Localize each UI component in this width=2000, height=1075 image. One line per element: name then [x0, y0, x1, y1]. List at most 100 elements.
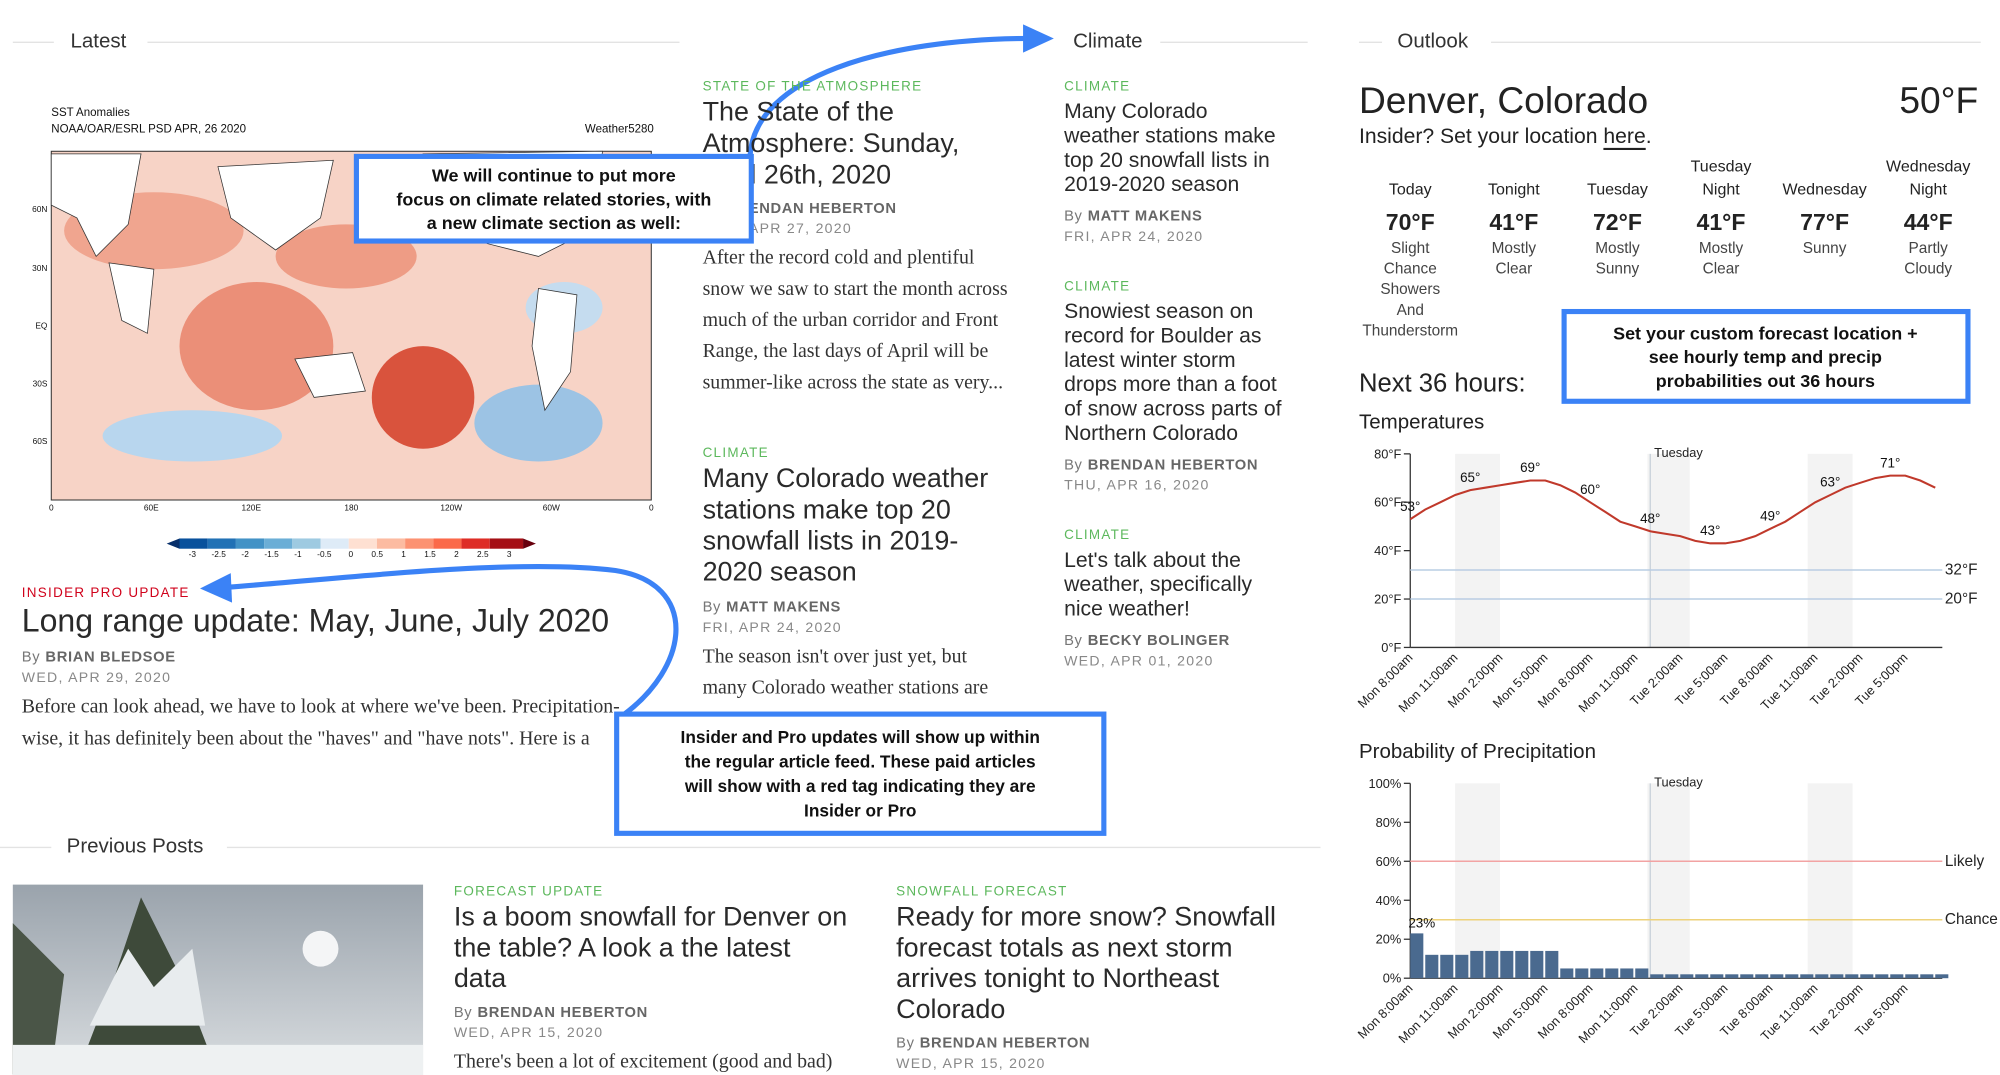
article-excerpt: Before can look ahead, we have to look a…	[22, 695, 620, 717]
section-title: Previous Posts	[67, 835, 204, 858]
article-tag: STATE OF THE ATMOSPHERE	[703, 78, 923, 93]
author: MATT MAKENS	[726, 600, 841, 616]
day-marker-label: Tuesday	[1654, 775, 1703, 790]
scale-label: -1.5	[264, 549, 279, 559]
byline: By BRENDAN HEBERTON	[1064, 457, 1258, 473]
article-title: Let's talk about the	[1064, 549, 1241, 572]
callout-text: a new climate section as well:	[427, 213, 681, 233]
article-tag: CLIMATE	[1064, 78, 1130, 93]
article-excerpt: wise, it has definitely been about the "…	[22, 727, 590, 749]
scale-label: 2	[454, 549, 459, 559]
period-condition: Mostly	[1595, 240, 1640, 257]
precip-bar	[1530, 950, 1544, 979]
byline: By BECKY BOLINGER	[1064, 633, 1230, 649]
precip-bar	[1440, 954, 1454, 979]
precip-bar	[1875, 974, 1889, 979]
y-tick-label: 40%	[1376, 893, 1402, 908]
city: Denver, Colorado	[1359, 79, 1648, 121]
map-colorbar	[166, 538, 536, 549]
period-name: Tuesday	[1691, 158, 1752, 176]
scale-label: 2.5	[477, 549, 489, 559]
period-name: Today	[1389, 181, 1432, 199]
location-prompt: Insider? Set your location here.	[1359, 124, 1652, 147]
period-condition: Chance	[1384, 261, 1437, 278]
article-title: 2020 season	[703, 557, 857, 587]
value-label: 71°	[1880, 455, 1900, 470]
article-title: Is a boom snowfall for Denver on	[454, 902, 847, 932]
lon-label: 120W	[440, 503, 462, 513]
period-temp: 41°F	[1489, 209, 1538, 235]
by-label: By	[703, 600, 721, 616]
current-temp: 50°F	[1899, 79, 1978, 121]
period-condition: Thunderstorm	[1362, 322, 1458, 339]
section-rules	[0, 41, 1981, 849]
reference-label: 32°F	[1945, 561, 1978, 578]
precip-bar	[1665, 974, 1679, 979]
callout-box	[1561, 308, 1971, 404]
y-tick-label: 80°F	[1374, 446, 1401, 461]
lat-label: 60S	[33, 436, 48, 446]
callout-text: Insider or Pro	[804, 800, 916, 820]
night-band	[1455, 783, 1500, 979]
section-title: Climate	[1073, 30, 1143, 53]
byline: By MATT MAKENS	[703, 600, 841, 616]
article-title: Atmosphere: Sunday,	[703, 128, 960, 158]
period-condition: Partly	[1909, 240, 1949, 257]
post-photo	[12, 884, 424, 1075]
author: BRIAN BLEDSOE	[45, 650, 175, 666]
precip-bar	[1650, 974, 1664, 979]
callout-text: focus on climate related stories, with	[396, 189, 711, 209]
value-label: 43°	[1700, 523, 1720, 538]
author: BRENDAN HEBERTON	[920, 1036, 1090, 1052]
article-tag: CLIMATE	[1064, 527, 1130, 542]
value-label: 60°	[1580, 482, 1600, 497]
value-label: 23%	[1408, 916, 1435, 931]
author: BRENDAN HEBERTON	[1088, 457, 1258, 473]
precip-bar	[1545, 950, 1559, 979]
period-temp: 41°F	[1697, 209, 1746, 235]
precip-bar	[1770, 974, 1784, 979]
by-label: By	[1064, 457, 1082, 473]
scale-label: 0	[348, 549, 353, 559]
byline: By BRENDAN HEBERTON	[454, 1005, 648, 1021]
precip-bar	[1635, 968, 1649, 979]
y-tick-label: 80%	[1376, 815, 1402, 830]
period-condition: Slight	[1391, 240, 1430, 257]
article-title: Many Colorado weather	[703, 463, 989, 493]
scale-label: -1	[294, 549, 302, 559]
precip-bar	[1755, 974, 1769, 979]
article-title: Snowiest season on	[1064, 300, 1253, 323]
reference-label: Likely	[1945, 853, 1985, 870]
y-tick-label: 40°F	[1374, 543, 1401, 558]
period-name: Night	[1702, 181, 1740, 199]
article-date: WED, APR 15, 2020	[454, 1024, 604, 1040]
lon-label: 180	[344, 503, 358, 513]
location-link[interactable]: here	[1603, 124, 1645, 147]
precip-bar	[1515, 950, 1529, 979]
lat-label: EQ	[35, 321, 48, 331]
article-title: weather stations make	[1063, 124, 1276, 147]
precip-bar	[1620, 968, 1634, 979]
sst-map	[50, 150, 652, 501]
period-condition: Showers	[1380, 281, 1440, 298]
article-date: WED, APR 29, 2020	[22, 669, 171, 685]
precip-bar	[1800, 974, 1814, 979]
precip-bar	[1785, 974, 1799, 979]
article-excerpt: summer-like across the state as very...	[703, 371, 1004, 393]
period-temp: 77°F	[1800, 209, 1849, 235]
lon-label: 60E	[144, 503, 159, 513]
article-title: data	[454, 963, 506, 993]
article-date: THU, APR 16, 2020	[1064, 477, 1210, 493]
by-label: By	[454, 1005, 472, 1021]
article-title: 2019-2020 season	[1064, 173, 1239, 196]
scale-label: 1	[401, 549, 406, 559]
callout-text: We will continue to put more	[432, 166, 676, 186]
article-tag: FORECAST UPDATE	[454, 884, 604, 899]
article-title: Colorado	[896, 994, 1005, 1024]
precip-bar	[1575, 968, 1589, 979]
precip-bar	[1740, 974, 1754, 979]
map-credit: Weather5280	[585, 123, 654, 135]
precip-bar	[1455, 954, 1469, 979]
by-label: By	[1064, 209, 1082, 225]
